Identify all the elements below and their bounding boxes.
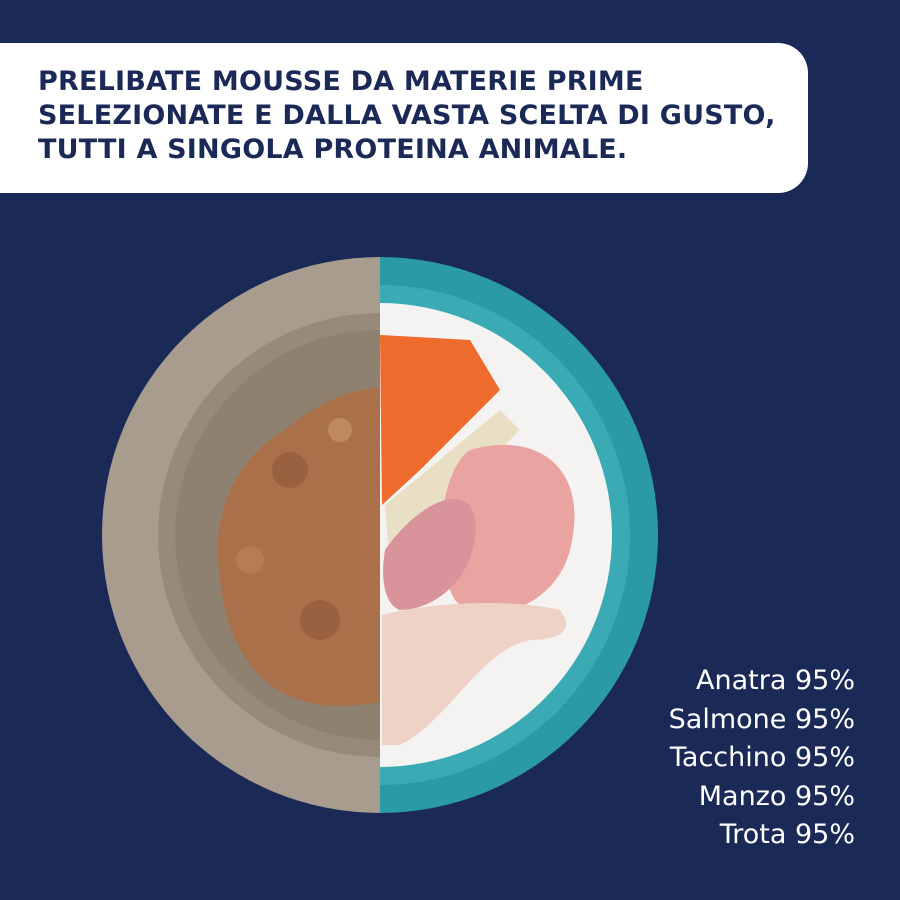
- raw-protein-plate: [380, 257, 658, 813]
- flavor-item: Salmone 95%: [668, 703, 855, 735]
- headline-line: PRELIBATE MOUSSE DA MATERIE PRIME: [38, 66, 644, 97]
- headline-line: TUTTI A SINGOLA PROTEINA ANIMALE.: [38, 134, 628, 165]
- flavor-item: Anatra 95%: [696, 665, 855, 696]
- headline-banner: PRELIBATE MOUSSE DA MATERIE PRIME SELEZI…: [0, 43, 808, 193]
- headline-line: SELEZIONATE E DALLA VASTA SCELTA DI GUST…: [38, 100, 776, 131]
- mousse-bowl: [102, 257, 380, 813]
- flavor-list: Anatra 95% Salmone 95% Tacchino 95% Manzo 9…: [669, 662, 855, 855]
- flavor-item: Trota 95%: [719, 819, 855, 850]
- flavor-item: Tacchino 95%: [669, 742, 855, 773]
- headline: PRELIBATE MOUSSE DA MATERIE PRIME SELEZI…: [38, 65, 776, 167]
- flavor-item: Manzo 95%: [698, 780, 855, 812]
